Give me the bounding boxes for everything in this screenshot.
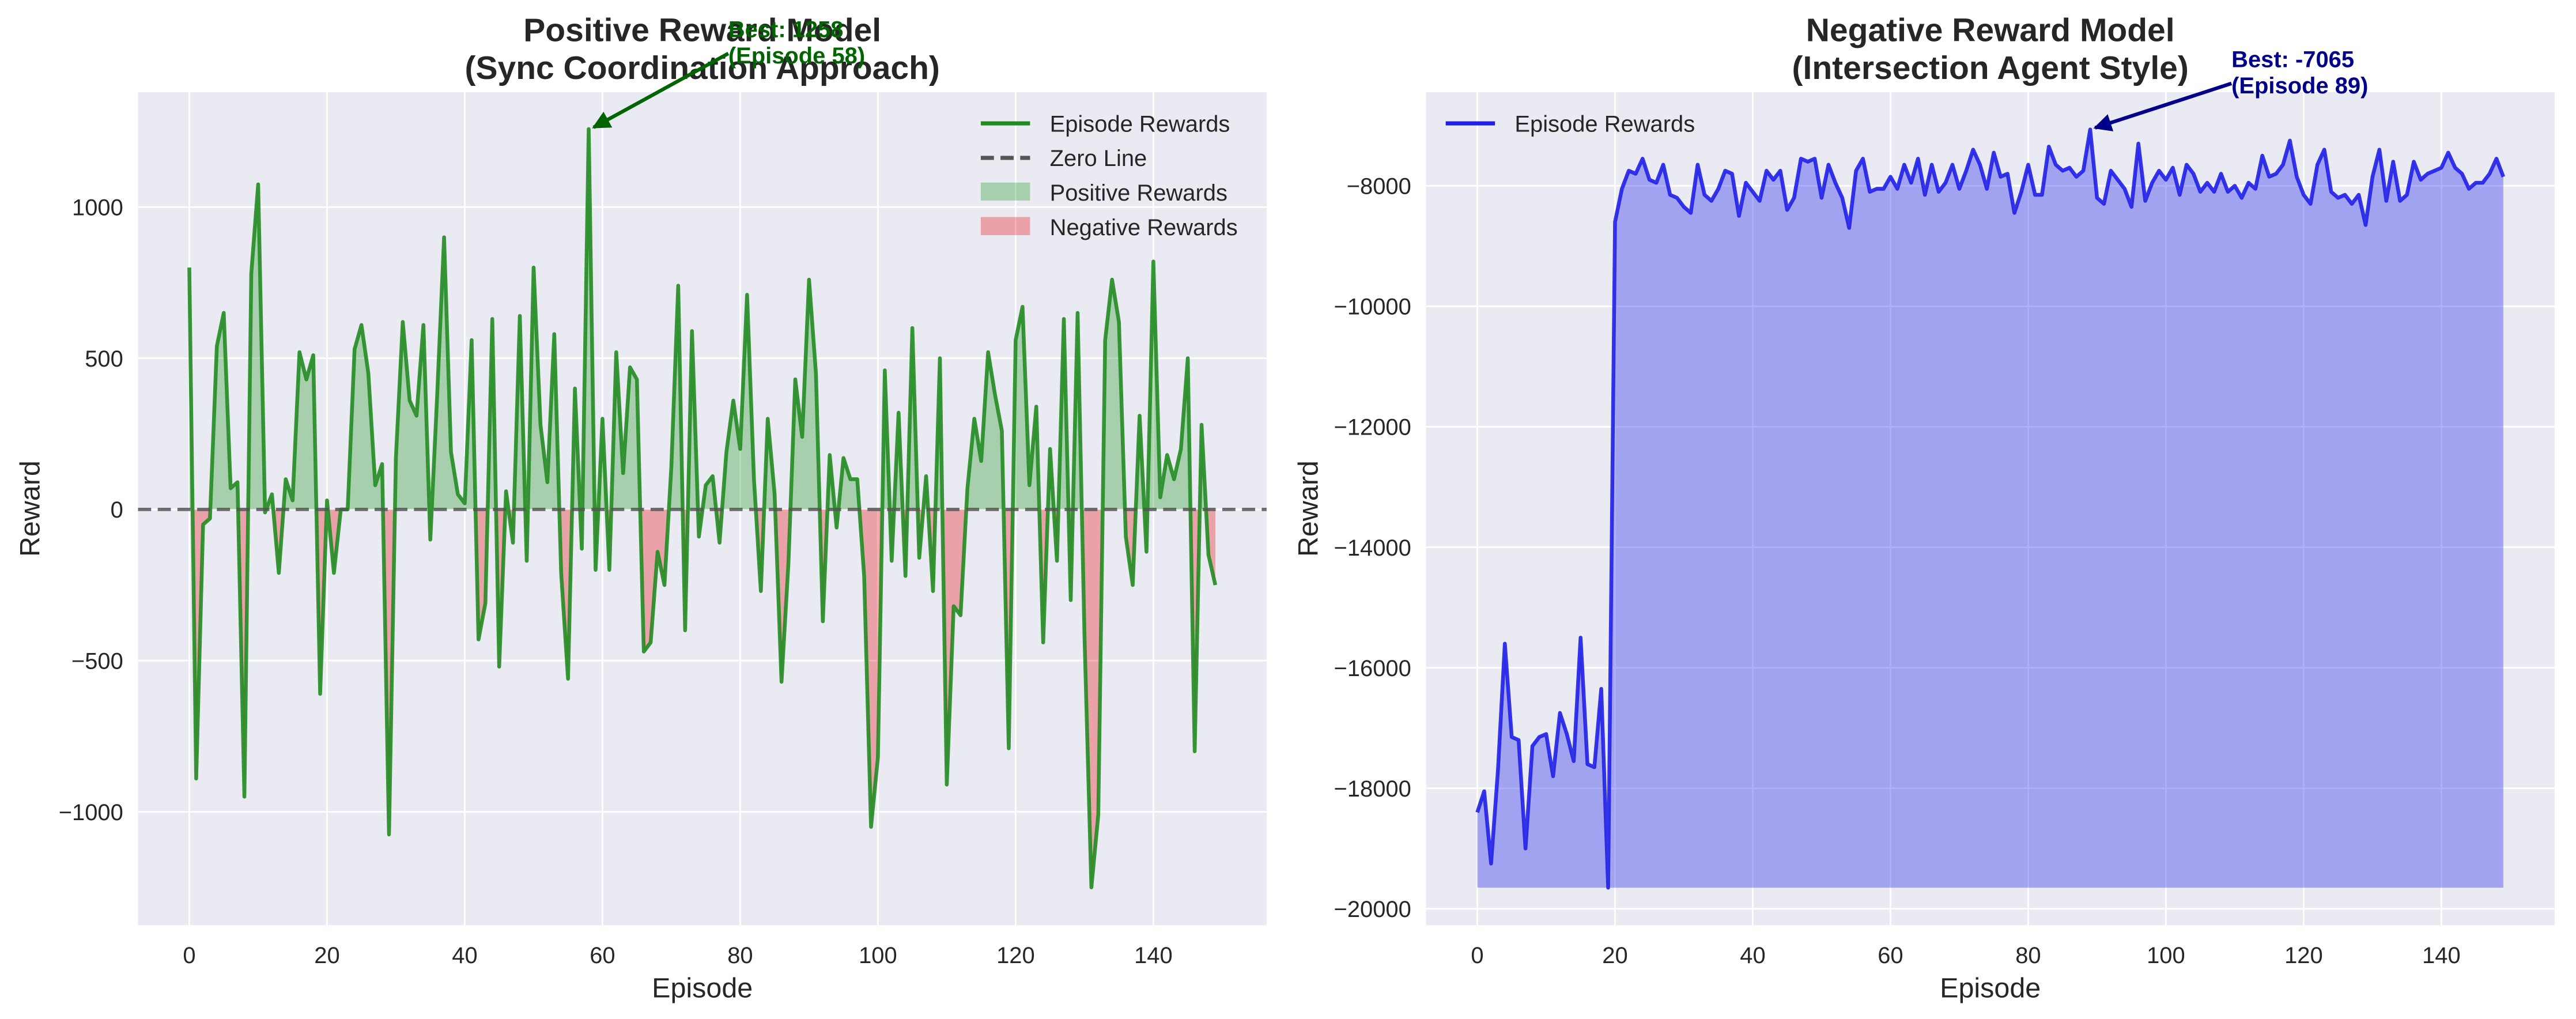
- y-tick-label: −18000: [1334, 776, 1411, 802]
- series-line: [1475, 127, 2505, 890]
- annotation-text: (Episode 89): [2231, 73, 2368, 99]
- legend-label: Negative Rewards: [1050, 215, 1238, 240]
- chart-title: Positive Reward Model: [523, 12, 881, 49]
- x-tick-label: 120: [996, 943, 1035, 968]
- x-axis-label: Episode: [1940, 973, 2041, 1004]
- x-tick-label: 100: [859, 943, 897, 968]
- annotation-arrow: [2093, 81, 2233, 131]
- x-tick-label: 20: [1602, 943, 1627, 968]
- y-tick-label: 1000: [72, 195, 123, 221]
- subplot: −20000 −18000 −16000 −14000 −12000 −10000 −800…: [1293, 12, 2555, 1004]
- annotation-text: Best: -7065: [2231, 47, 2354, 72]
- x-axis-label: Episode: [652, 973, 753, 1004]
- legend-swatch: [980, 217, 1030, 235]
- chart-title: Negative Reward Model: [1806, 12, 2175, 49]
- x-tick-label: 80: [727, 943, 753, 968]
- y-tick-label: −500: [71, 648, 123, 674]
- y-axis-label: Reward: [1293, 461, 1324, 557]
- y-tick-label: 500: [85, 346, 123, 372]
- y-tick-label: 0: [111, 497, 123, 523]
- positive-fill: [189, 129, 1215, 509]
- y-tick-label: −14000: [1334, 535, 1411, 561]
- chart-title: (Intersection Agent Style): [1792, 50, 2189, 86]
- y-tick-label: −8000: [1347, 174, 1411, 199]
- y-axis-label: Reward: [14, 461, 46, 557]
- legend: Episode Rewards: [1445, 111, 1695, 137]
- legend-label: Positive Rewards: [1050, 180, 1227, 206]
- legend-swatch: [980, 182, 1030, 201]
- annotation-arrow: [592, 52, 730, 129]
- plot-area: [1475, 127, 2505, 890]
- annotation-text: Best: 1258: [728, 17, 844, 42]
- legend: Episode Rewards Zero Line Positive Rewards…: [980, 111, 1238, 240]
- y-tick-label: −10000: [1334, 295, 1411, 320]
- annotation-text: (Episode 58): [728, 43, 865, 69]
- x-tick-label: 40: [452, 943, 477, 968]
- y-tick-label: −16000: [1334, 656, 1411, 681]
- y-tick-label: −1000: [59, 800, 123, 825]
- x-tick-label: 140: [2422, 943, 2461, 968]
- x-tick-label: 60: [590, 943, 615, 968]
- y-tick-label: −12000: [1334, 415, 1411, 440]
- x-tick-label: 0: [183, 943, 195, 968]
- x-tick-label: 0: [1471, 943, 1483, 968]
- x-tick-label: 140: [1134, 943, 1173, 968]
- x-tick-label: 20: [314, 943, 339, 968]
- legend-label: Episode Rewards: [1514, 111, 1695, 137]
- legend-label: Zero Line: [1050, 146, 1147, 171]
- x-tick-label: 80: [2015, 943, 2041, 968]
- plot-area: [138, 127, 1267, 889]
- area-fill: [1477, 129, 2503, 888]
- x-tick-label: 40: [1740, 943, 1765, 968]
- x-tick-label: 120: [2284, 943, 2323, 968]
- x-tick-label: 100: [2147, 943, 2185, 968]
- y-tick-label: −20000: [1334, 897, 1411, 922]
- x-tick-label: 60: [1878, 943, 1903, 968]
- subplot: −1000 −500 0 500 1000 0 20 40 60 80 100 120 140 Episo…: [14, 12, 1267, 1004]
- legend-label: Episode Rewards: [1050, 111, 1230, 137]
